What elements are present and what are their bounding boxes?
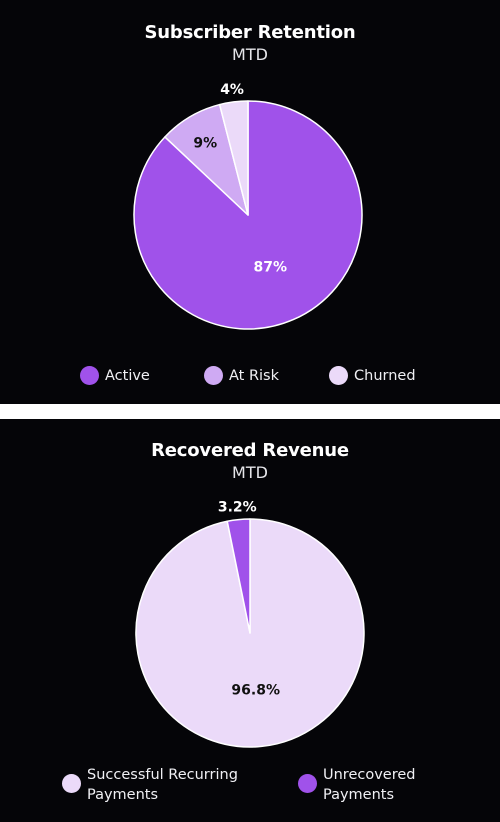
- legend-item-churned: Churned: [329, 366, 416, 386]
- legend-swatch: [204, 366, 223, 385]
- legend-item-successful-recurring-payments: Successful Recurring Payments: [62, 765, 238, 805]
- pie-slice-churned: [218, 100, 249, 216]
- slice-label-churned: 4%: [220, 82, 244, 98]
- chart-title: Recovered Revenue: [151, 440, 349, 461]
- chart-title: Subscriber Retention: [144, 22, 356, 43]
- legend-swatch: [329, 366, 348, 385]
- legend-label: Successful Recurring Payments: [87, 767, 238, 803]
- slice-label-unrecovered-payments: 3.2%: [218, 500, 257, 516]
- legend-label: At Risk: [229, 368, 280, 384]
- subscriber-retention-panel: Subscriber Retention MTD 87% 9% 4% Active …: [0, 0, 500, 404]
- slice-label-successful-recurring-payments: 96.8%: [231, 683, 280, 699]
- recovered-revenue-panel: Recovered Revenue MTD 96.8% 3.2% Successf…: [0, 419, 500, 822]
- retention-pie-chart: 87% 9% 4%: [133, 82, 363, 330]
- pie-slice-unrecovered-payments: [226, 518, 251, 634]
- pie-slices: [133, 100, 363, 330]
- legend-label: Unrecovered Payments: [323, 767, 416, 803]
- legend-swatch: [298, 774, 317, 793]
- legend-swatch: [80, 366, 99, 385]
- legend-label: Churned: [354, 368, 416, 384]
- chart-subtitle: MTD: [232, 463, 268, 482]
- chart-subtitle: MTD: [232, 45, 268, 64]
- pie-slices: [135, 518, 365, 748]
- legend-item-at-risk: At Risk: [204, 366, 279, 386]
- pie-slice-labels: 96.8% 3.2%: [218, 500, 280, 699]
- legend-item-unrecovered-payments: Unrecovered Payments: [298, 765, 415, 805]
- legend-item-active: Active: [80, 366, 150, 386]
- legend-swatch: [62, 774, 81, 793]
- pie-slice-labels: 87% 9% 4%: [193, 82, 287, 275]
- slice-label-at-risk: 9%: [193, 136, 217, 152]
- slice-label-active: 87%: [253, 259, 287, 275]
- revenue-pie-chart: 96.8% 3.2%: [135, 500, 365, 748]
- legend-label: Active: [105, 368, 150, 384]
